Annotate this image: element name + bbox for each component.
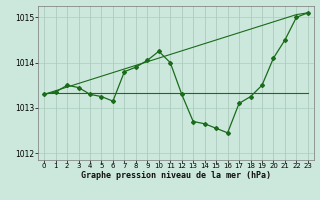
X-axis label: Graphe pression niveau de la mer (hPa): Graphe pression niveau de la mer (hPa) [81,171,271,180]
